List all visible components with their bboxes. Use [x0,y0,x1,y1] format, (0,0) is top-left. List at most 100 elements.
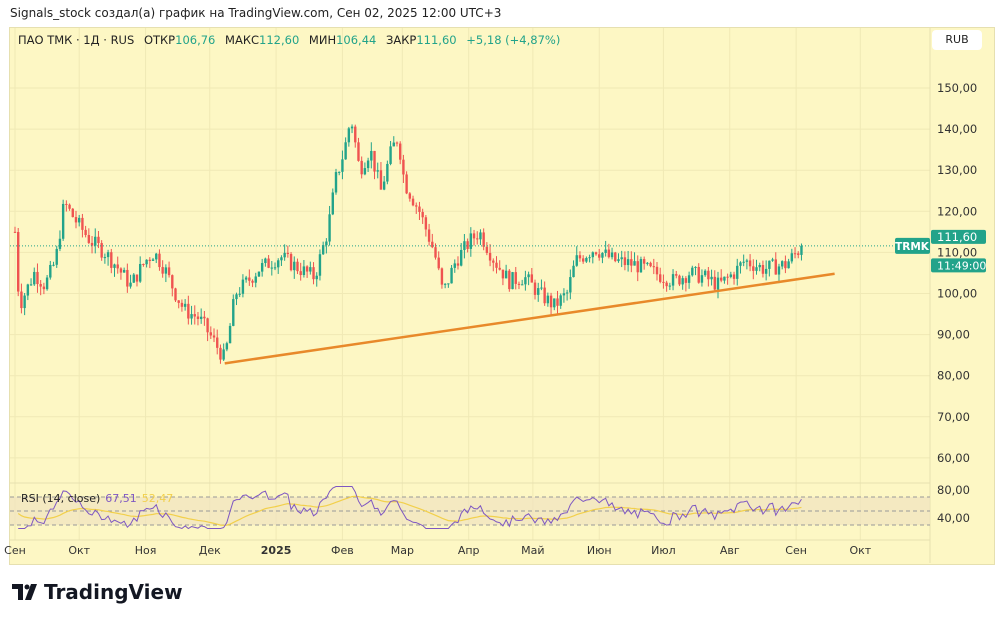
currency-button[interactable]: RUB [932,30,982,50]
candle-body [315,275,318,280]
candle-body [421,211,424,218]
rsi-tick-label: 80,00 [937,483,970,497]
candle-body [286,252,290,254]
candle-body [742,261,745,263]
candle-body [726,276,729,278]
candle-body [171,275,174,289]
y-tick-label: 110,00 [937,245,977,259]
candle-body [440,268,444,285]
candle-body [158,253,161,268]
candle-body [232,299,235,326]
candle-body [260,263,264,272]
candle-body [607,249,611,258]
candle-body [376,170,379,172]
candle-body [13,231,17,233]
candle-body [283,252,286,258]
candle-body [427,229,431,242]
candle-body [167,267,171,276]
tradingview-logo[interactable]: TradingView [12,580,183,604]
candle-body [437,257,440,269]
x-tick-label: Окт [849,544,871,557]
candle-body [244,277,248,280]
candle-body [321,245,325,255]
candle-body [209,332,213,336]
candle-body [122,269,126,273]
candle-body [49,264,52,278]
candle-body [126,269,129,287]
price-tag-value: 111,60 [937,230,977,244]
candle-body [296,261,299,272]
candle-body [530,274,534,283]
candle-body [293,261,296,271]
candle-body [418,206,421,212]
candle-body [649,262,652,267]
candle-body [71,208,74,218]
candle-body [681,278,684,285]
candle-body [347,128,351,143]
candle-body [659,274,662,282]
candle-body [745,260,749,262]
y-tick-label: 140,00 [937,122,977,136]
candle-body [504,270,508,279]
candle-body [793,253,797,255]
candle-body [537,288,540,295]
candle-body [469,233,473,249]
low-label: МИН [308,33,337,47]
x-tick-label: Июн [587,544,612,557]
candle-body [517,283,521,285]
candle-body [447,283,450,285]
candle-body [546,295,550,304]
candle-body [132,274,135,283]
candle-body [758,265,761,268]
open-label: ОТКР [143,33,176,47]
candle-body [180,302,184,307]
candle-body [363,168,367,175]
candle-body [495,262,498,268]
candle-body [578,255,582,259]
candle-body [289,253,293,271]
candle-body [572,265,575,278]
candle-body [678,275,681,285]
candle-body [797,253,800,255]
ticker-tag [895,237,930,254]
x-tick-label: Дек [199,544,221,557]
candle-body [65,203,68,205]
candle-body [254,276,257,283]
candle-body [257,271,261,277]
candle-body [748,260,752,267]
symbol-name: ПАО ТМК · 1Д · RUS [18,33,135,47]
candle-body [360,160,363,175]
candle-body [370,150,373,161]
candle-body [646,262,649,264]
candle-body [703,270,707,276]
candle-body [408,193,412,199]
candle-body [533,282,537,295]
candle-body [450,267,453,284]
candle-body [774,259,777,275]
candle-body [668,285,672,287]
close-label: ЗАКР [386,33,417,47]
candle-body [225,343,229,350]
candle-body [591,252,594,258]
candle-body [764,268,768,274]
candle-body [55,248,58,265]
candle-body [52,264,55,266]
candle-body [328,214,331,242]
candle-body [459,249,463,266]
candle-body [527,274,530,278]
candle-body [164,267,168,274]
x-tick-label: Июл [651,544,676,557]
candle-body [585,258,588,262]
candle-body [280,257,283,261]
candle-body [20,291,23,309]
candle-body [755,267,758,271]
candle-body [97,236,100,244]
chart-frame[interactable] [9,27,995,565]
candle-body [392,142,395,147]
open-value: 106,76 [175,33,216,47]
tradingview-logo-icon [12,584,37,600]
candle-body [177,300,180,303]
candle-body [620,257,623,260]
candle-body [203,316,206,319]
